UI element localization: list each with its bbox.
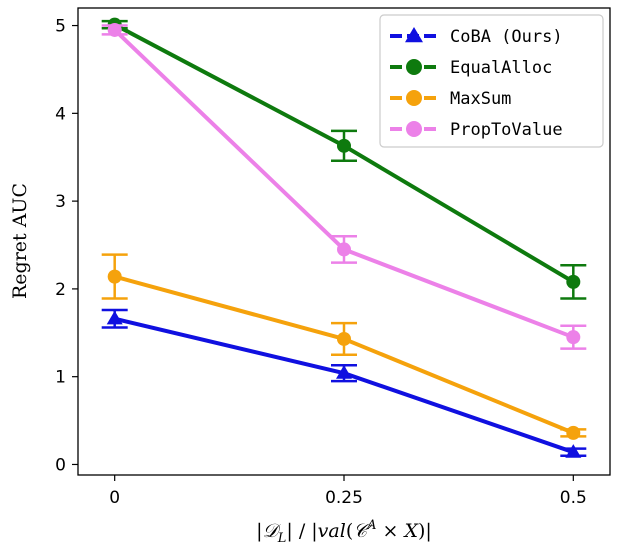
y-tick-label: 2 bbox=[55, 280, 66, 300]
data-point bbox=[566, 274, 581, 289]
xlabel-times: × bbox=[376, 520, 404, 542]
data-point bbox=[107, 269, 122, 284]
legend-entry: EqualAlloc bbox=[390, 58, 552, 78]
legend-marker bbox=[406, 90, 422, 106]
xlabel-sub-l: L bbox=[277, 531, 287, 546]
xlabel-sep: | / | bbox=[286, 520, 317, 542]
xlabel-close: )| bbox=[418, 520, 432, 542]
x-tick-label: 0.25 bbox=[325, 488, 363, 508]
xlabel-val: val bbox=[318, 520, 346, 542]
data-point bbox=[337, 138, 351, 153]
axes-layer: 0 1 2 3 4 5 0 0.25 0.5 bbox=[55, 17, 587, 508]
legend: CoBA (Ours) EqualAlloc MaxSum PropToValue bbox=[379, 14, 604, 148]
xlabel-sup-a: A bbox=[366, 518, 376, 533]
data-point bbox=[337, 242, 351, 257]
data-point bbox=[107, 22, 122, 37]
y-tick-label: 1 bbox=[55, 368, 66, 388]
legend-entry: CoBA (Ours) bbox=[390, 27, 563, 47]
legend-label: EqualAlloc bbox=[450, 58, 552, 78]
series-layer bbox=[101, 17, 587, 458]
legend-entry: MaxSum bbox=[390, 89, 511, 109]
series-coba-ours- bbox=[101, 308, 587, 458]
xlabel-x: X bbox=[402, 520, 419, 542]
data-point bbox=[566, 330, 581, 345]
legend-label: CoBA (Ours) bbox=[450, 27, 563, 47]
legend-label: PropToValue bbox=[450, 120, 563, 140]
legend-label: MaxSum bbox=[450, 89, 511, 109]
y-tick-label: 5 bbox=[55, 17, 66, 37]
legend-box bbox=[379, 14, 604, 148]
data-point bbox=[336, 365, 352, 379]
x-axis-label: |𝒟L| / |val(𝒞A × X)| bbox=[256, 518, 432, 546]
y-tick-label: 4 bbox=[55, 104, 66, 124]
y-tick-label: 0 bbox=[55, 455, 66, 475]
series-proptovalue bbox=[101, 22, 587, 350]
data-point bbox=[337, 331, 351, 346]
x-tick-label: 0.5 bbox=[560, 488, 587, 508]
legend-marker bbox=[405, 27, 423, 43]
data-point bbox=[566, 425, 581, 440]
legend-entry: PropToValue bbox=[390, 120, 563, 140]
series-maxsum bbox=[101, 253, 587, 440]
legend-marker bbox=[406, 121, 422, 137]
data-point bbox=[565, 444, 582, 458]
xlabel-bar-open: | bbox=[256, 520, 262, 542]
y-axis-label: Regret AUC bbox=[9, 183, 31, 299]
xlabel-paren: ( bbox=[346, 520, 353, 542]
y-tick-label: 3 bbox=[55, 192, 66, 212]
x-tick-label: 0 bbox=[109, 488, 120, 508]
xlabel-d: 𝒟 bbox=[263, 520, 282, 542]
data-point bbox=[106, 310, 123, 325]
legend-marker bbox=[406, 59, 422, 75]
